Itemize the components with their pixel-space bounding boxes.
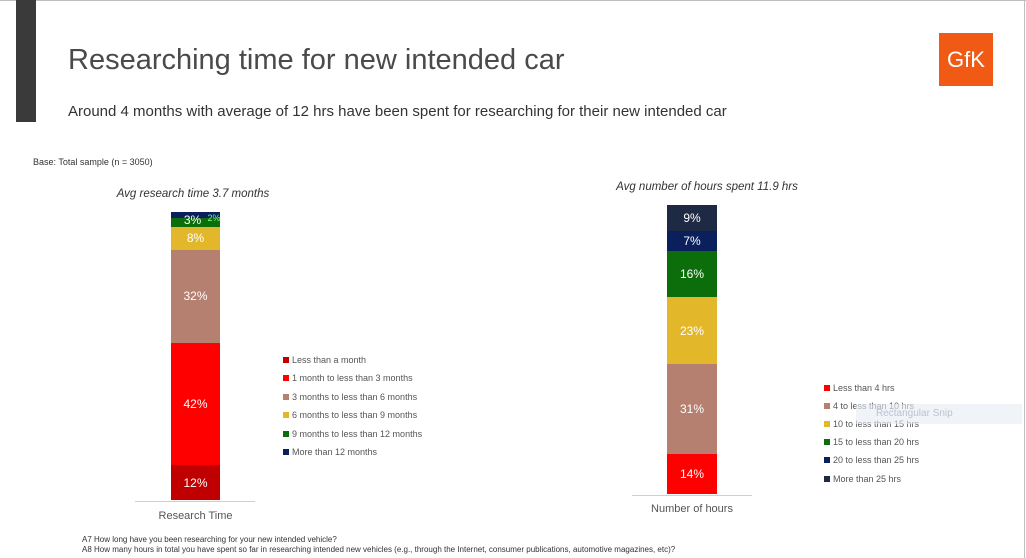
legend-swatch [283, 430, 289, 437]
bar-segment [171, 226, 220, 250]
chart-baseline [632, 495, 752, 496]
data-label: 8% [186, 231, 205, 246]
legend-item: 6 months to less than 9 months [283, 410, 417, 420]
chart-baseline [135, 501, 255, 502]
bar-segment [667, 205, 717, 232]
legend-label: 3 months to less than 6 months [292, 391, 418, 402]
data-label: 7% [683, 234, 701, 249]
legend-item: 20 to less than 25 hrs [824, 455, 919, 465]
bar-segment [171, 465, 220, 500]
legend-label: More than 25 hrs [833, 473, 902, 484]
data-label: 9% [683, 211, 701, 225]
legend-swatch [283, 375, 289, 382]
legend-item: More than 12 months [283, 447, 377, 457]
legend-label: 9 months to less than 12 months [292, 428, 423, 439]
legend-swatch [824, 385, 830, 391]
data-label: 2% [207, 212, 221, 223]
footnote-a7: A7 How long have you been researching fo… [82, 535, 337, 544]
snip-overlay [856, 404, 1022, 424]
legend-label: 15 to less than 20 hrs [833, 437, 920, 448]
legend-label: 10 to less than 15 hrs [833, 419, 920, 430]
legend-label: Less than a month [292, 355, 367, 365]
stacked-bar-hours [667, 205, 717, 494]
bar-segment [667, 453, 717, 494]
accent-bar [16, 0, 36, 122]
legend-item: 1 month to less than 3 months [283, 373, 413, 383]
data-label: 12% [183, 475, 208, 490]
footnote-a8: A8 How many hours in total you have spen… [82, 545, 676, 554]
bar-segment [667, 251, 717, 298]
bar-segment [667, 297, 717, 364]
data-label: 23% [679, 323, 705, 338]
data-label: 42% [183, 397, 208, 411]
bar-segment [171, 342, 220, 466]
data-label: 31% [679, 401, 705, 416]
bar-segment [667, 231, 717, 252]
data-label: 3% [183, 213, 202, 228]
chart-title-hours: Avg number of hours spent 11.9 hrs [616, 181, 798, 193]
x-category-label: Research Time [158, 510, 233, 522]
page-title: Researching time for new intended car [68, 44, 565, 76]
data-label: 16% [679, 267, 705, 282]
bar-segment [171, 212, 220, 218]
legend-item: 10 to less than 15 hrs [824, 419, 919, 429]
legend-label: 1 month to less than 3 months [292, 373, 413, 384]
legend-item: 9 months to less than 12 months [283, 429, 422, 439]
x-category-label: Number of hours [651, 503, 733, 515]
legend-label: Less than 4 hrs [833, 383, 895, 393]
legend-swatch [824, 403, 830, 410]
data-label: 14% [679, 466, 705, 481]
legend-swatch [283, 412, 289, 419]
top-border [0, 0, 1026, 1]
legend-swatch [283, 393, 289, 400]
legend-swatch [824, 475, 830, 482]
legend-item: 15 to less than 20 hrs [824, 437, 919, 447]
stacked-bar-research-time [171, 212, 220, 500]
bar-segment [171, 217, 220, 227]
chart-title-research-time: Avg research time 3.7 months [116, 188, 270, 200]
bar-segment [667, 363, 717, 454]
base-note: Base: Total sample (n = 3050) [33, 157, 153, 167]
page-subtitle: Around 4 months with average of 12 hrs h… [68, 103, 727, 120]
legend-item: More than 25 hrs [824, 474, 901, 484]
legend-label: 6 months to less than 9 months [292, 410, 418, 421]
legend-swatch [824, 421, 830, 428]
legend-label: 20 to less than 25 hrs [833, 455, 920, 466]
legend-swatch [824, 457, 830, 464]
legend-swatch [283, 357, 289, 363]
legend-item: Less than a month [283, 355, 366, 365]
data-label: 32% [183, 289, 208, 304]
legend-swatch [283, 449, 289, 455]
bar-segment [171, 249, 220, 343]
legend-label: More than 12 months [292, 447, 378, 457]
legend-item: Less than 4 hrs [824, 383, 895, 393]
legend-swatch [824, 439, 830, 446]
gfk-logo: GfK [939, 33, 993, 86]
legend-item: 3 months to less than 6 months [283, 392, 417, 402]
right-border [1024, 0, 1025, 558]
snip-overlay-label: Rectangular Snip [876, 408, 953, 419]
